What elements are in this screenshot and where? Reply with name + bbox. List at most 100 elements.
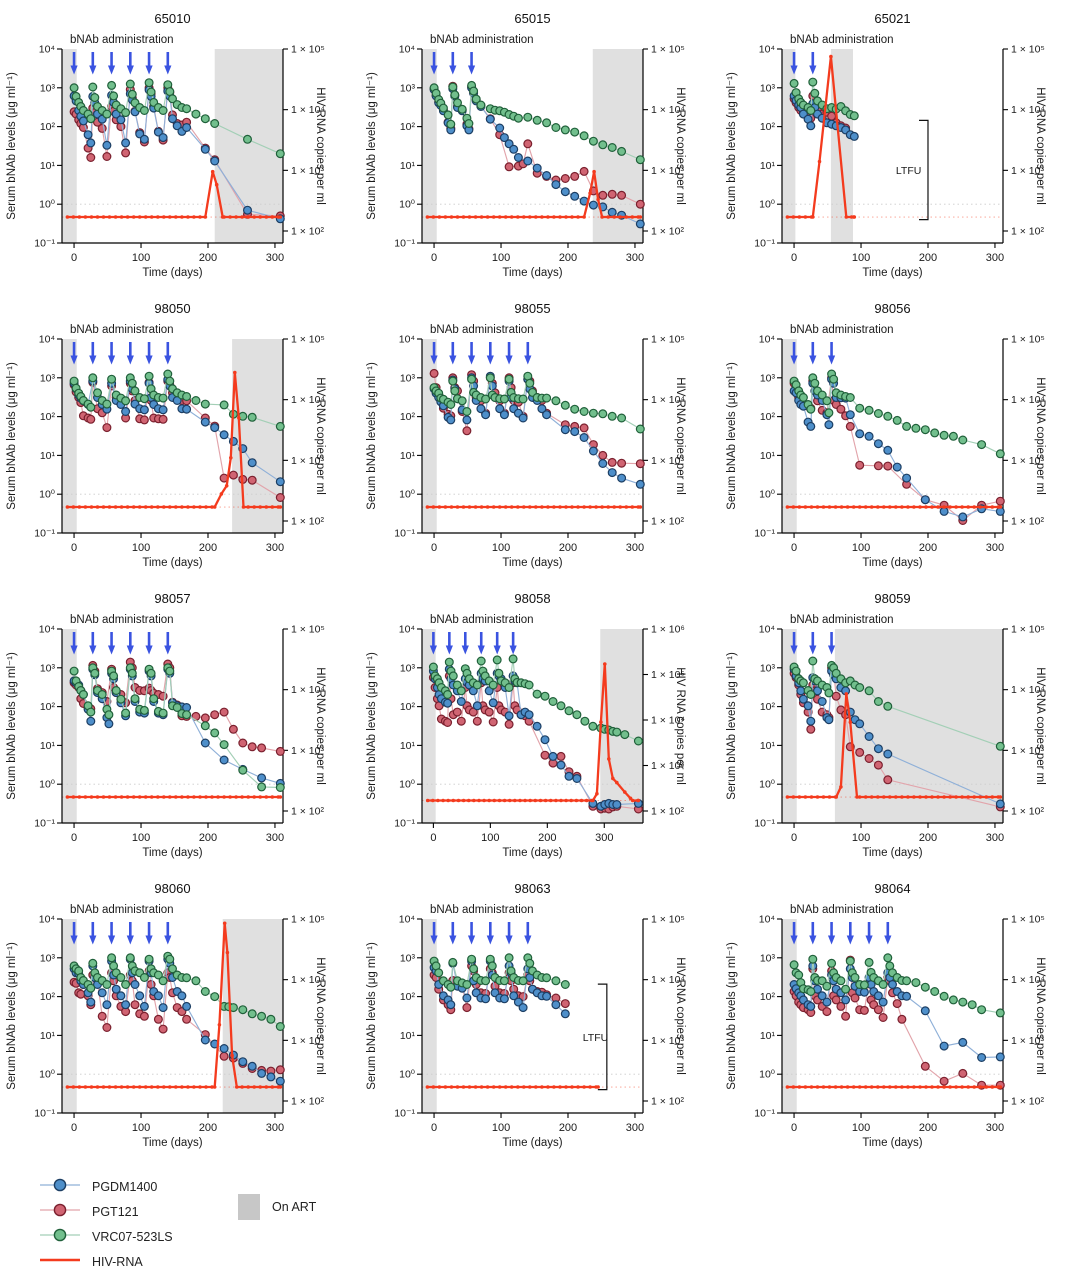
data-point [86,402,96,412]
data-point [948,505,952,509]
data-point [116,694,126,704]
data-point [534,1085,538,1089]
data-point [803,1085,808,1089]
svg-text:1 × 10⁴: 1 × 10⁴ [651,394,685,406]
data-point [785,505,790,509]
data-point [182,1001,192,1011]
svg-text:300: 300 [986,252,1004,264]
legend-item-pgt121: PGT121 [38,1199,638,1224]
x-axis: 0 100 200 300 Time (days) [422,242,644,279]
data-point [623,790,627,794]
svg-text:10⁴: 10⁴ [399,914,415,926]
data-point [210,118,220,128]
data-point [97,988,107,998]
data-point [635,155,645,165]
svg-text:1 × 10⁵: 1 × 10⁵ [1011,44,1045,56]
series-hiv-rna [785,54,857,219]
svg-text:1 × 10²: 1 × 10² [1011,806,1044,818]
data-point [191,109,201,119]
svg-text:10⁴: 10⁴ [39,334,55,346]
data-point [95,795,100,799]
data-point [808,656,818,666]
svg-text:1 × 10⁴: 1 × 10⁴ [291,684,325,696]
data-point [551,1000,561,1010]
svg-text:1 × 10⁵: 1 × 10⁵ [291,44,325,56]
data-point [920,425,930,435]
data-point [65,1085,70,1089]
admin-arrow-icon [505,935,513,945]
data-point [920,1006,930,1016]
svg-text:HIV RNA copies per ml: HIV RNA copies per ml [1034,87,1046,205]
data-point [137,1085,142,1089]
data-point [948,995,958,1005]
svg-text:10³: 10³ [400,82,416,94]
svg-text:HIV RNA copies per ml: HIV RNA copies per ml [1034,957,1046,1075]
panel-98060: 10⁻¹ 10⁰ 10¹ 10² 10³ 10⁴ Serum bNAb levels (μg… [6,881,326,1149]
data-point [582,505,586,509]
data-point [576,1085,580,1089]
bnab-administration-arrows [790,52,817,75]
data-point [143,505,148,509]
data-point [473,215,478,219]
data-point [243,134,253,144]
data-point [192,215,196,219]
data-point [516,1085,520,1089]
data-point [113,795,118,799]
data-point [507,798,512,803]
data-point [600,215,604,219]
data-point [479,215,484,219]
svg-text:1 × 10²: 1 × 10² [1011,516,1044,528]
data-point [894,505,898,509]
data-point [592,169,596,174]
bnab-administration-label: bNAb administration [790,614,894,626]
data-point [200,144,210,154]
admin-arrow-icon [449,935,457,945]
data-point [443,698,453,708]
data-point [497,1085,502,1089]
data-point [125,79,135,89]
data-point [449,505,454,509]
data-point [130,1000,140,1010]
data-point [888,505,892,509]
data-point [456,686,466,696]
data-point [116,991,126,1001]
data-point [191,395,201,405]
admin-arrow-icon [107,645,116,655]
on-art-band [62,339,283,533]
data-point [607,207,617,217]
data-point [174,505,178,509]
data-point [104,710,114,720]
data-point [472,798,476,803]
data-point [275,746,285,756]
data-point [936,505,940,509]
data-point [785,215,790,219]
data-point [841,1011,851,1021]
bnab-administration-label: bNAb administration [430,34,534,46]
svg-text:10²: 10² [760,411,776,423]
data-point [240,1085,244,1089]
data-point [499,994,509,1004]
data-point [113,505,118,509]
svg-text:10⁰: 10⁰ [39,199,55,211]
data-point [139,415,149,425]
data-point [920,1061,930,1071]
data-point [958,1037,968,1047]
data-point [607,757,611,761]
data-point [845,1085,850,1089]
data-point [540,215,544,219]
data-point [617,473,627,483]
data-point [930,986,940,996]
data-point [210,423,220,433]
data-point [149,505,154,509]
admin-arrow-icon [445,645,453,655]
data-point [143,215,148,219]
data-point [900,505,904,509]
data-point [785,1085,790,1089]
data-point [200,399,210,409]
data-point [958,512,968,522]
data-point [203,215,208,219]
svg-text:Time (days): Time (days) [502,1137,562,1149]
svg-text:1 × 10³: 1 × 10³ [651,760,684,772]
svg-text:1 × 10⁵: 1 × 10⁵ [651,669,685,681]
data-point [836,404,846,414]
